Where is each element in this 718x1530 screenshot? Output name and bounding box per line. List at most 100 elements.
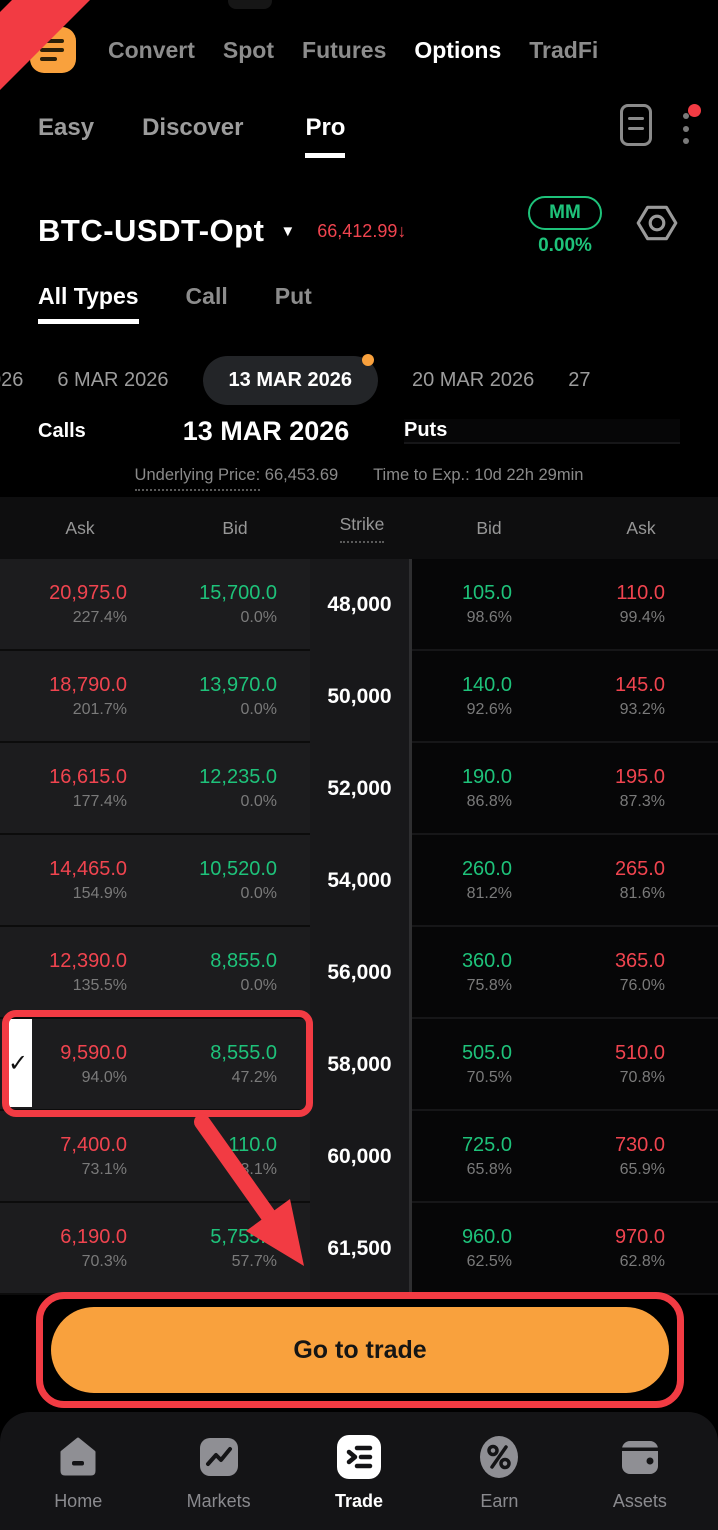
- put-ask-cell[interactable]: 265.0 81.6%: [614, 857, 665, 902]
- strike-value: 58,000: [310, 1019, 412, 1111]
- put-bid-cell[interactable]: 140.0 92.6%: [461, 673, 512, 718]
- call-bid-cell[interactable]: 8,555.0 47.2%: [210, 1041, 277, 1086]
- call-bid-cell[interactable]: 5,755.0 57.7%: [210, 1225, 277, 1270]
- option-chain-rows: 20,975.0 227.4% 15,700.0 0.0% ✓ 48,000 1…: [0, 559, 718, 1295]
- call-ask-cell[interactable]: 20,975.0 227.4%: [49, 581, 127, 626]
- time-to-exp-value: 10d 22h 29min: [474, 466, 584, 484]
- put-side: 360.0 75.8% 365.0 76.0%: [412, 927, 718, 1019]
- nav-item-spot[interactable]: Spot: [222, 36, 275, 63]
- earn-icon: [476, 1432, 522, 1482]
- orderbook-panel-icon[interactable]: [620, 104, 652, 146]
- status-bar-notch: [228, 0, 272, 9]
- strike-value: 61,500: [310, 1203, 412, 1295]
- option-chain-row: 16,615.0 177.4% 12,235.0 0.0% ✓ 52,000 1…: [0, 743, 718, 835]
- put-ask-cell[interactable]: 110.0 99.4%: [616, 581, 665, 626]
- nav-item-options[interactable]: Options: [414, 36, 502, 63]
- put-bid-cell[interactable]: 260.0 81.2%: [461, 857, 512, 902]
- mode-nav: Easy Discover Pro: [38, 100, 702, 158]
- instrument-row: BTC-USDT-Opt ▼ 66,412.99↓ MM 0.00%: [38, 196, 702, 264]
- call-bid-cell[interactable]: 8,855.0 0.0%: [210, 949, 277, 994]
- home-icon: [55, 1432, 101, 1482]
- put-bid-cell[interactable]: 105.0 98.6%: [461, 581, 512, 626]
- call-bid-cell[interactable]: 15,700.0 0.0%: [199, 581, 277, 626]
- last-price: 66,412.99↓: [317, 220, 407, 241]
- underlying-price-label: Underlying Price:: [134, 466, 261, 491]
- option-chain-row: 20,975.0 227.4% 15,700.0 0.0% ✓ 48,000 1…: [0, 559, 718, 651]
- call-ask-cell[interactable]: 16,615.0 177.4%: [49, 765, 127, 810]
- put-ask-cell[interactable]: 970.0 62.8%: [614, 1225, 665, 1270]
- instrument-selector[interactable]: BTC-USDT-Opt: [38, 213, 265, 248]
- call-side: 18,790.0 201.7% 13,970.0 0.0% ✓: [0, 651, 310, 743]
- put-bid-cell[interactable]: 725.0 65.8%: [461, 1133, 512, 1178]
- bottom-nav-markets[interactable]: Markets: [148, 1432, 288, 1530]
- col-call-ask: Ask: [65, 517, 95, 538]
- expiry-date[interactable]: 026: [0, 368, 24, 391]
- call-bid-cell[interactable]: 7,110.0 63.1%: [211, 1133, 277, 1178]
- strike-value: 54,000: [310, 835, 412, 927]
- option-chain-row: 7,400.0 73.1% 7,110.0 63.1% ✓ 60,000 725…: [0, 1111, 718, 1203]
- call-ask-cell[interactable]: 9,590.0 94.0%: [60, 1041, 127, 1086]
- put-bid-cell[interactable]: 360.0 75.8%: [461, 949, 512, 994]
- strike-value: 50,000: [310, 651, 412, 743]
- call-bid-cell[interactable]: 10,520.0 0.0%: [199, 857, 277, 902]
- expiry-date[interactable]: 20 MAR 2026: [411, 368, 535, 391]
- col-put-bid: Bid: [476, 517, 502, 538]
- put-ask-cell[interactable]: 195.0 87.3%: [614, 765, 665, 810]
- tab-all-types[interactable]: All Types: [38, 283, 139, 324]
- nav-item-tradfi[interactable]: TradFi: [529, 36, 599, 63]
- put-ask-cell[interactable]: 510.0 70.8%: [614, 1041, 665, 1086]
- option-chain-row: 6,190.0 70.3% 5,755.0 57.7% ✓ 61,500 960…: [0, 1203, 718, 1295]
- markets-icon: [196, 1432, 242, 1482]
- expiry-date[interactable]: 27: [568, 368, 591, 391]
- option-chain-row: 9,590.0 94.0% 8,555.0 47.2% ✓ 58,000 505…: [0, 1010, 718, 1117]
- put-ask-cell[interactable]: 730.0 65.9%: [614, 1133, 665, 1178]
- put-ask-cell[interactable]: 145.0 93.2%: [614, 673, 665, 718]
- put-side: 105.0 98.6% 110.0 99.4%: [412, 559, 718, 651]
- bottom-nav-home[interactable]: Home: [8, 1432, 148, 1530]
- put-side: 140.0 92.6% 145.0 93.2%: [412, 651, 718, 743]
- call-bid-cell[interactable]: 13,970.0 0.0%: [199, 673, 277, 718]
- cta-highlight-annotation: Go to trade: [36, 1292, 684, 1408]
- settings-icon[interactable]: [634, 200, 680, 251]
- bottom-nav-earn[interactable]: Earn: [429, 1432, 569, 1530]
- bottom-nav-trade[interactable]: Trade: [289, 1432, 429, 1530]
- tab-discover[interactable]: Discover: [142, 114, 244, 141]
- expiry-date-selected[interactable]: 13 MAR 2026: [202, 353, 378, 405]
- put-bid-cell[interactable]: 190.0 86.8%: [461, 765, 512, 810]
- tab-put[interactable]: Put: [274, 283, 312, 309]
- go-to-trade-button[interactable]: Go to trade: [51, 1307, 669, 1393]
- bottom-nav-assets[interactable]: Assets: [570, 1432, 710, 1530]
- col-strike[interactable]: Strike: [310, 514, 414, 543]
- more-menu-icon[interactable]: [678, 104, 701, 148]
- call-ask-cell[interactable]: 7,400.0 73.1%: [60, 1133, 127, 1178]
- tab-pro[interactable]: Pro: [305, 114, 346, 158]
- option-chain-row: 12,390.0 135.5% 8,855.0 0.0% ✓ 56,000 36…: [0, 927, 718, 1019]
- put-side: 190.0 86.8% 195.0 87.3%: [412, 743, 718, 835]
- call-side: 9,590.0 94.0% 8,555.0 47.2% ✓: [0, 1010, 313, 1117]
- tab-easy[interactable]: Easy: [38, 114, 95, 141]
- expiry-date-scroller[interactable]: 026 6 MAR 2026 13 MAR 2026 20 MAR 2026 2…: [0, 350, 718, 410]
- put-bid-cell[interactable]: 960.0 62.5%: [461, 1225, 512, 1270]
- underlying-info: Underlying Price: 66,453.69 Time to Exp.…: [0, 466, 718, 491]
- put-ask-cell[interactable]: 365.0 76.0%: [614, 949, 665, 994]
- strike-value: 56,000: [310, 927, 412, 1019]
- chevron-down-icon[interactable]: ▼: [280, 222, 296, 240]
- tab-call[interactable]: Call: [185, 283, 228, 309]
- expiry-date[interactable]: 6 MAR 2026: [57, 368, 169, 391]
- assets-icon: [617, 1432, 663, 1482]
- option-chain-row: 18,790.0 201.7% 13,970.0 0.0% ✓ 50,000 1…: [0, 651, 718, 743]
- mm-badge[interactable]: MM: [528, 196, 602, 230]
- call-ask-cell[interactable]: 6,190.0 70.3%: [60, 1225, 127, 1270]
- price-down-arrow-icon: ↓: [397, 220, 407, 241]
- mm-badge-group[interactable]: MM 0.00%: [528, 196, 602, 257]
- call-bid-cell[interactable]: 12,235.0 0.0%: [199, 765, 277, 810]
- call-ask-cell[interactable]: 12,390.0 135.5%: [49, 949, 127, 994]
- nav-item-futures[interactable]: Futures: [302, 36, 387, 63]
- call-ask-cell[interactable]: 18,790.0 201.7%: [49, 673, 127, 718]
- put-bid-cell[interactable]: 505.0 70.5%: [461, 1041, 512, 1086]
- calls-label: Calls: [38, 420, 86, 442]
- call-side: 20,975.0 227.4% 15,700.0 0.0% ✓: [0, 559, 310, 651]
- call-side: 12,390.0 135.5% 8,855.0 0.0% ✓: [0, 927, 310, 1019]
- nav-item-convert[interactable]: Convert: [108, 36, 195, 63]
- call-ask-cell[interactable]: 14,465.0 154.9%: [49, 857, 127, 902]
